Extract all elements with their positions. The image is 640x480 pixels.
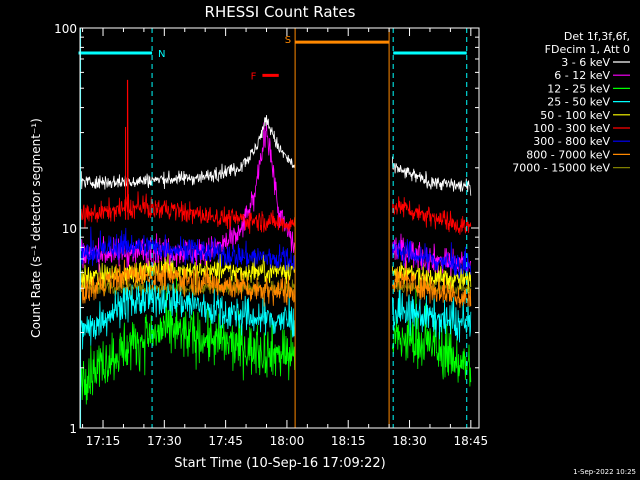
series-trace [80, 191, 472, 235]
legend-entry: 6 - 12 keV [554, 69, 610, 82]
legend-entry: 800 - 7000 keV [526, 148, 610, 161]
x-axis-label: Start Time (10-Sep-16 17:09:22) [174, 456, 385, 471]
x-tick-label: 18:15 [331, 434, 366, 448]
legend-header: Det 1f,3f,6f, [564, 30, 630, 43]
annotation-label: S [285, 35, 291, 46]
legend-entry: 300 - 800 keV [533, 135, 610, 148]
spike-mark [126, 79, 129, 220]
x-tick-label: 17:30 [147, 434, 182, 448]
legend-entry: 3 - 6 keV [561, 56, 610, 69]
y-tick-label: 100 [54, 22, 77, 36]
legend-entry: 25 - 50 keV [547, 96, 610, 109]
y-axis-label: Count Rate (s⁻¹ detector segment⁻¹) [29, 118, 43, 338]
annotation-label: F [251, 71, 257, 82]
series-trace [80, 276, 472, 350]
x-tick-label: 18:45 [454, 434, 489, 448]
series-trace [80, 259, 472, 308]
legend-entry: 7000 - 15000 keV [512, 162, 610, 175]
series-trace [80, 277, 472, 405]
footer-stamp: 1-Sep-2022 10:25 [573, 468, 636, 476]
legend-header: FDecim 1, Att 0 [545, 43, 630, 56]
y-tick-label: 10 [62, 222, 77, 236]
legend-entry: 50 - 100 keV [540, 109, 610, 122]
legend-entry: 12 - 25 keV [547, 82, 610, 95]
series-trace [80, 114, 472, 196]
x-tick-label: 18:00 [270, 434, 305, 448]
chart-title: RHESSI Count Rates [205, 3, 356, 21]
y-tick-label: 1 [69, 422, 77, 436]
x-tick-label: 17:15 [86, 434, 121, 448]
series-trace [80, 226, 472, 279]
legend-entry: 100 - 300 keV [533, 122, 610, 135]
x-tick-label: 18:30 [392, 434, 427, 448]
annotation-label: N [158, 49, 165, 60]
x-tick-label: 17:45 [208, 434, 243, 448]
